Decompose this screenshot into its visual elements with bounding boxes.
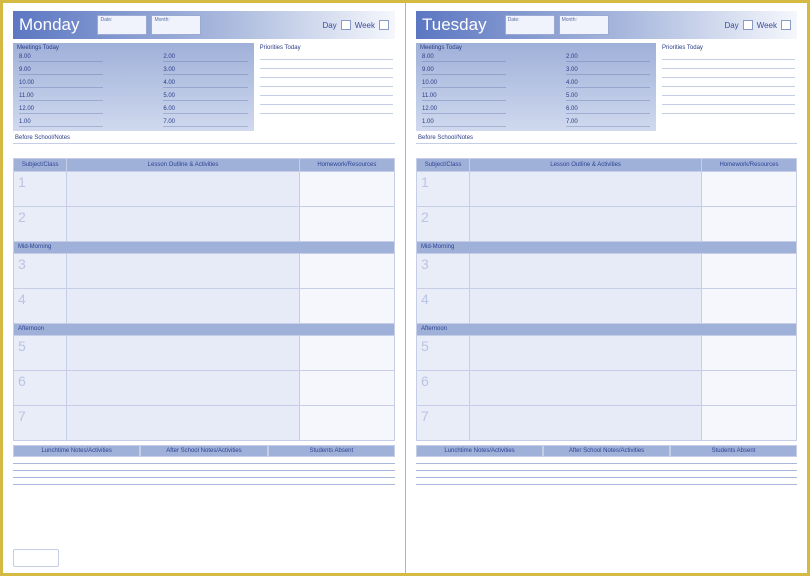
priority-lines [260, 51, 393, 114]
period-row: 4 [14, 289, 395, 324]
afternoon-row: Afternoon [14, 324, 395, 336]
top-section: Meetings Today 8.002.00 9.003.00 10.004.… [416, 43, 797, 131]
meeting-time: 11.00 [19, 93, 103, 101]
absent-label: Students Absent [268, 445, 395, 457]
meeting-time: 4.00 [566, 80, 650, 88]
month-input[interactable]: Month: [559, 15, 609, 35]
meeting-time: 10.00 [19, 80, 103, 88]
period-row: 6 [417, 371, 797, 406]
page-header: Monday Date: Month: Day Week [13, 11, 395, 39]
midmorning-row: Mid-Morning [417, 242, 797, 254]
meeting-time: 3.00 [163, 67, 247, 75]
priorities-panel: Priorities Today [660, 43, 797, 131]
meeting-time: 1.00 [19, 119, 103, 127]
period-row: 4 [417, 289, 797, 324]
meeting-time: 3.00 [566, 67, 650, 75]
meeting-time: 5.00 [163, 93, 247, 101]
meetings-grid: 8.00 2.00 9.00 3.00 10.00 4.00 11.00 5.00 12… [17, 51, 250, 128]
meeting-time: 12.00 [422, 106, 506, 114]
page-number-box [13, 549, 59, 567]
day-checkbox-label: Day [724, 21, 738, 30]
meeting-time: 11.00 [422, 93, 506, 101]
midmorning-row: Mid-Morning [14, 242, 395, 254]
th-subject: Subject/Class [417, 159, 470, 172]
th-homework: Homework/Resources [701, 159, 796, 172]
table-header-row: Subject/Class Lesson Outline & Activitie… [417, 159, 797, 172]
afterschool-label: After School Notes/Activities [140, 445, 267, 457]
divider [416, 143, 797, 144]
absent-label: Students Absent [670, 445, 797, 457]
period-row: 1 [14, 172, 395, 207]
meeting-time: 5.00 [566, 93, 650, 101]
week-checkbox-label: Week [355, 21, 375, 30]
day-checkbox-label: Day [322, 21, 336, 30]
day-title: Monday [19, 15, 79, 35]
meeting-time: 10.00 [422, 80, 506, 88]
week-checkbox-label: Week [757, 21, 777, 30]
date-input[interactable]: Date: [97, 15, 147, 35]
day-title: Tuesday [422, 15, 487, 35]
meeting-time: 8.00 [19, 54, 103, 62]
period-row: 5 [14, 336, 395, 371]
period-row: 3 [417, 254, 797, 289]
period-row: 2 [14, 207, 395, 242]
lesson-table: Subject/Class Lesson Outline & Activitie… [416, 158, 797, 441]
period-row: 7 [14, 406, 395, 441]
meeting-time: 7.00 [163, 119, 247, 127]
meeting-time: 12.00 [19, 106, 103, 114]
before-school-label: Before School/Notes [15, 135, 395, 141]
header-right: Day Week [322, 20, 389, 30]
meeting-time: 6.00 [566, 106, 650, 114]
meeting-time: 9.00 [19, 67, 103, 75]
header-right: Day Week [724, 20, 791, 30]
meetings-panel: Meetings Today 8.002.00 9.003.00 10.004.… [416, 43, 656, 131]
period-row: 3 [14, 254, 395, 289]
planner-page-monday: Monday Date: Month: Day Week Meetings To… [3, 3, 405, 573]
period-row: 7 [417, 406, 797, 441]
meeting-time: 2.00 [163, 54, 247, 62]
lesson-table: Subject/Class Lesson Outline & Activitie… [13, 158, 395, 441]
meetings-panel: Meetings Today 8.002.00 9.003.00 10.004.… [13, 43, 254, 131]
period-row: 6 [14, 371, 395, 406]
footer-headers: Lunchtime Notes/Activities After School … [13, 445, 395, 457]
meeting-time: 7.00 [566, 119, 650, 127]
th-lesson: Lesson Outline & Activities [470, 159, 702, 172]
footer-lines [416, 457, 797, 485]
lunchtime-label: Lunchtime Notes/Activities [416, 445, 543, 457]
meeting-time: 4.00 [163, 80, 247, 88]
footer-headers: Lunchtime Notes/Activities After School … [416, 445, 797, 457]
period-row: 5 [417, 336, 797, 371]
day-checkbox[interactable] [341, 20, 351, 30]
before-school-label: Before School/Notes [418, 135, 797, 141]
week-checkbox[interactable] [781, 20, 791, 30]
date-input[interactable]: Date: [505, 15, 555, 35]
period-row: 2 [417, 207, 797, 242]
meetings-grid: 8.00 2.00 9.00 3.00 10.00 4.00 11.00 5.00 12… [420, 51, 652, 128]
day-checkbox[interactable] [743, 20, 753, 30]
footer-lines [13, 457, 395, 485]
afternoon-row: Afternoon [417, 324, 797, 336]
priorities-panel: Priorities Today [258, 43, 395, 131]
page-header: Tuesday Date: Month: Day Week [416, 11, 797, 39]
meeting-time: 8.00 [422, 54, 506, 62]
th-lesson: Lesson Outline & Activities [67, 159, 299, 172]
divider [13, 143, 395, 144]
month-input[interactable]: Month: [151, 15, 201, 35]
lunchtime-label: Lunchtime Notes/Activities [13, 445, 140, 457]
meeting-time: 1.00 [422, 119, 506, 127]
afterschool-label: After School Notes/Activities [543, 445, 670, 457]
priority-lines [662, 51, 795, 114]
table-header-row: Subject/Class Lesson Outline & Activitie… [14, 159, 395, 172]
period-row: 1 [417, 172, 797, 207]
meeting-time: 6.00 [163, 106, 247, 114]
meeting-time: 9.00 [422, 67, 506, 75]
planner-page-tuesday: Tuesday Date: Month: Day Week Meetings T… [405, 3, 807, 573]
week-checkbox[interactable] [379, 20, 389, 30]
th-subject: Subject/Class [14, 159, 67, 172]
meeting-time: 2.00 [566, 54, 650, 62]
top-section: Meetings Today 8.002.00 9.003.00 10.004.… [13, 43, 395, 131]
th-homework: Homework/Resources [299, 159, 394, 172]
